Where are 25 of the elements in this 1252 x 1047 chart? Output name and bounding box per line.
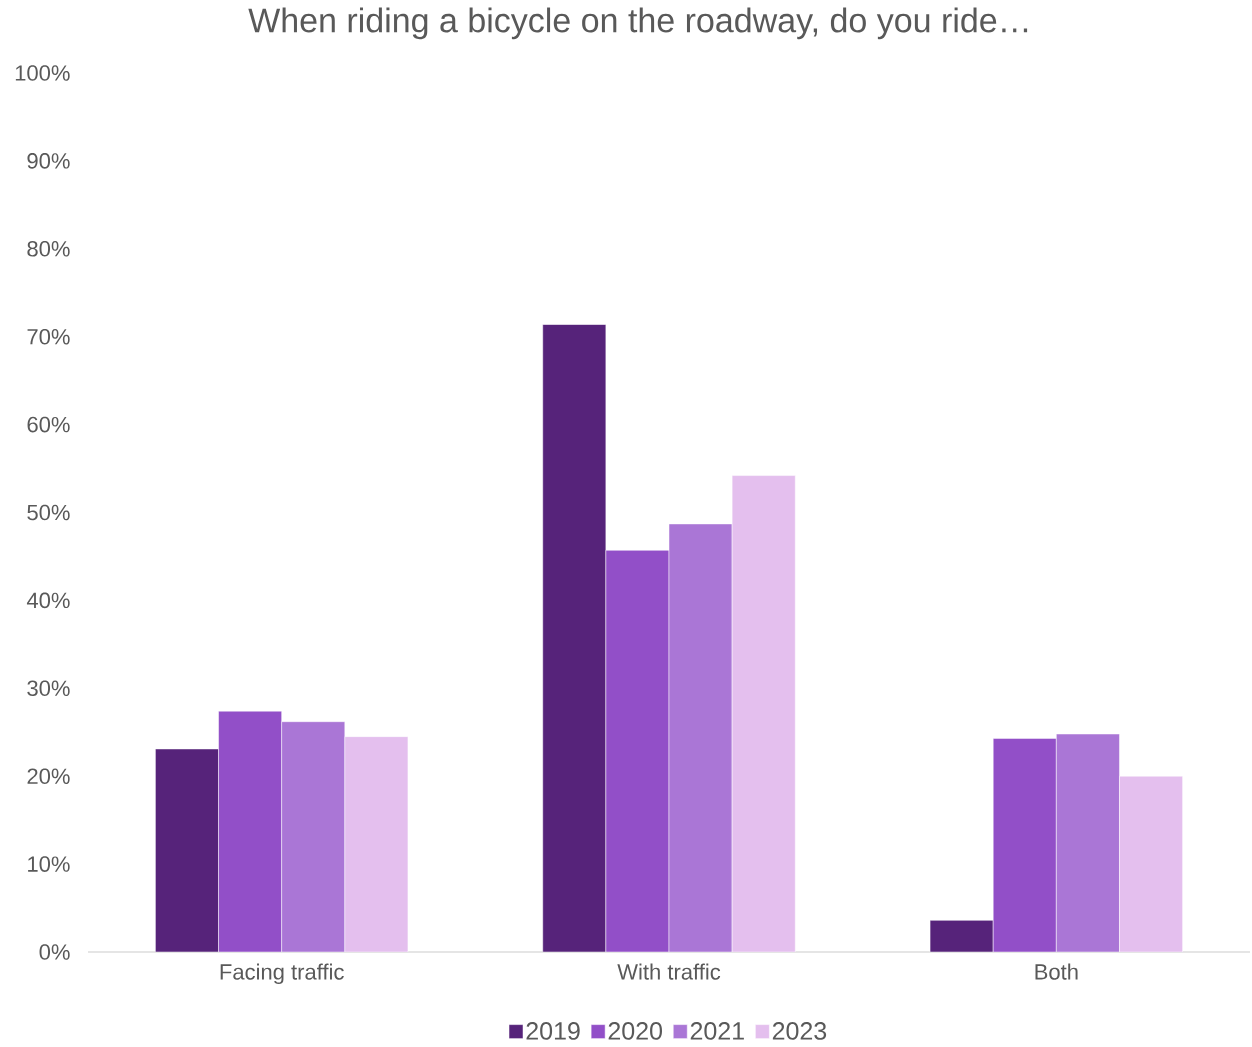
y-tick-label: 60% (27, 416, 70, 433)
bar (218, 710, 282, 952)
y-tick-label: 10% (28, 856, 70, 872)
y-tick-label: 0% (39, 944, 70, 960)
x-tick-label: Both (1035, 963, 1078, 980)
y-tick-label: 20% (27, 768, 70, 784)
x-tick-label: With traffic (617, 963, 721, 980)
y-tick-label: 90% (27, 153, 70, 169)
legend-label: 2023 (772, 1022, 827, 1040)
bar (992, 738, 1057, 952)
y-tick-label: 80% (27, 241, 70, 257)
legend-label: 2021 (690, 1022, 744, 1040)
bar (542, 324, 607, 952)
y-tick-label: 40% (26, 592, 70, 609)
bar (929, 920, 994, 952)
y-tick-label: 70% (27, 328, 70, 345)
y-tick-label: 50% (27, 504, 70, 521)
bar (155, 748, 219, 952)
y-tick-label: 100% (15, 65, 70, 81)
legend-label: 2019 (526, 1022, 580, 1040)
x-tick-label: Facing traffic (220, 963, 344, 985)
legend-label: 2020 (608, 1022, 663, 1040)
chart-title: When riding a bicycle on the roadway, do you ride… (248, 7, 1028, 40)
bar (605, 550, 670, 952)
y-tick-label: 30% (27, 680, 70, 697)
